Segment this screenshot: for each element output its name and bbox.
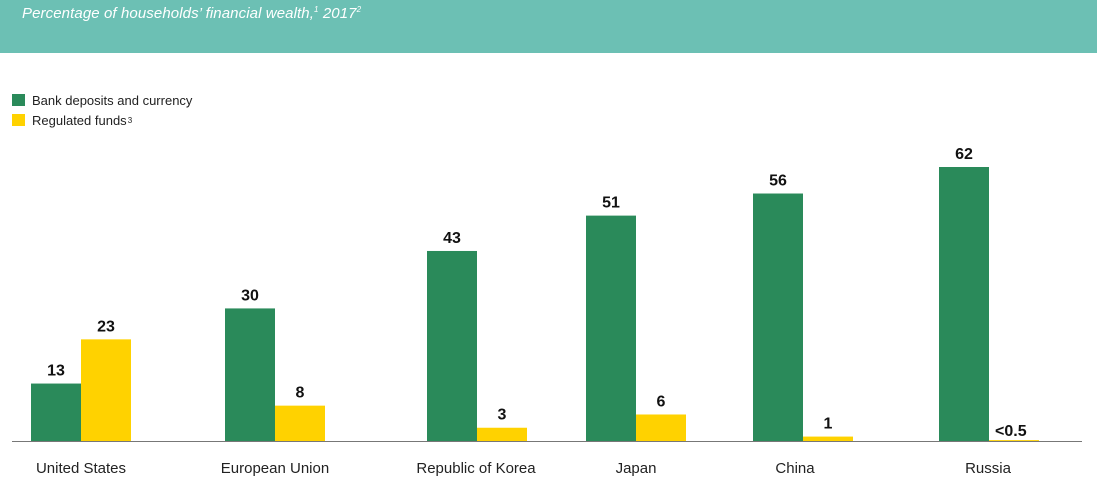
value-label-regulated-funds-republic-of-korea: 3 [498,407,507,424]
legend-item-regulated-funds: Regulated funds 3 [12,110,192,130]
category-label-china: China [775,460,815,477]
subtitle-footnote-2: 2 [356,5,362,14]
bar-regulated-funds-republic-of-korea [477,427,527,441]
legend: Bank deposits and currency Regulated fun… [12,90,192,130]
bar-bank-deposits-and-currency-republic-of-korea [427,250,477,441]
bar-bank-deposits-and-currency-european-union [225,308,275,441]
bar-regulated-funds-russia [989,440,1039,441]
legend-footnote-3: 3 [127,115,133,125]
subtitle-footnote-1: 1 [314,5,319,14]
category-label-european-union: European Union [221,460,329,477]
value-label-bank-deposits-and-currency-republic-of-korea: 43 [443,230,461,247]
value-label-regulated-funds-japan: 6 [657,393,666,410]
bar-regulated-funds-japan [636,414,686,441]
bar-regulated-funds-united-states [81,339,131,441]
category-label-republic-of-korea: Republic of Korea [416,460,536,477]
bar-bank-deposits-and-currency-japan [586,215,636,441]
value-label-bank-deposits-and-currency-china: 56 [769,173,787,190]
bar-bank-deposits-and-currency-china [753,193,803,441]
bar-bank-deposits-and-currency-united-states [31,383,81,441]
category-label-united-states: United States [36,460,126,477]
legend-label-regulated-funds: Regulated funds [32,112,127,128]
chart-subtitle: Percentage of households’ financial weal… [22,5,361,22]
subtitle-year: 2017 [318,5,357,22]
legend-swatch-bank-deposits [12,94,25,106]
legend-label-bank-deposits: Bank deposits and currency [32,92,193,108]
legend-item-bank-deposits: Bank deposits and currency [12,90,192,110]
value-label-regulated-funds-russia: <0.5 [995,423,1027,440]
value-label-bank-deposits-and-currency-japan: 51 [602,195,620,212]
value-label-bank-deposits-and-currency-united-states: 13 [47,363,65,380]
category-label-japan: Japan [616,460,657,477]
category-label-russia: Russia [965,460,1012,477]
value-label-regulated-funds-china: 1 [824,416,833,433]
value-label-regulated-funds-united-states: 23 [97,318,115,335]
value-label-bank-deposits-and-currency-russia: 62 [955,146,973,163]
header-band: Percentage of households’ financial weal… [0,0,1097,53]
bar-bank-deposits-and-currency-russia [939,167,989,441]
bar-regulated-funds-china [803,436,853,441]
value-label-regulated-funds-european-union: 8 [296,385,305,402]
subtitle-text: Percentage of households’ financial weal… [22,5,314,22]
bar-regulated-funds-european-union [275,405,325,441]
legend-swatch-regulated-funds [12,114,25,126]
value-label-bank-deposits-and-currency-european-union: 30 [241,287,259,304]
